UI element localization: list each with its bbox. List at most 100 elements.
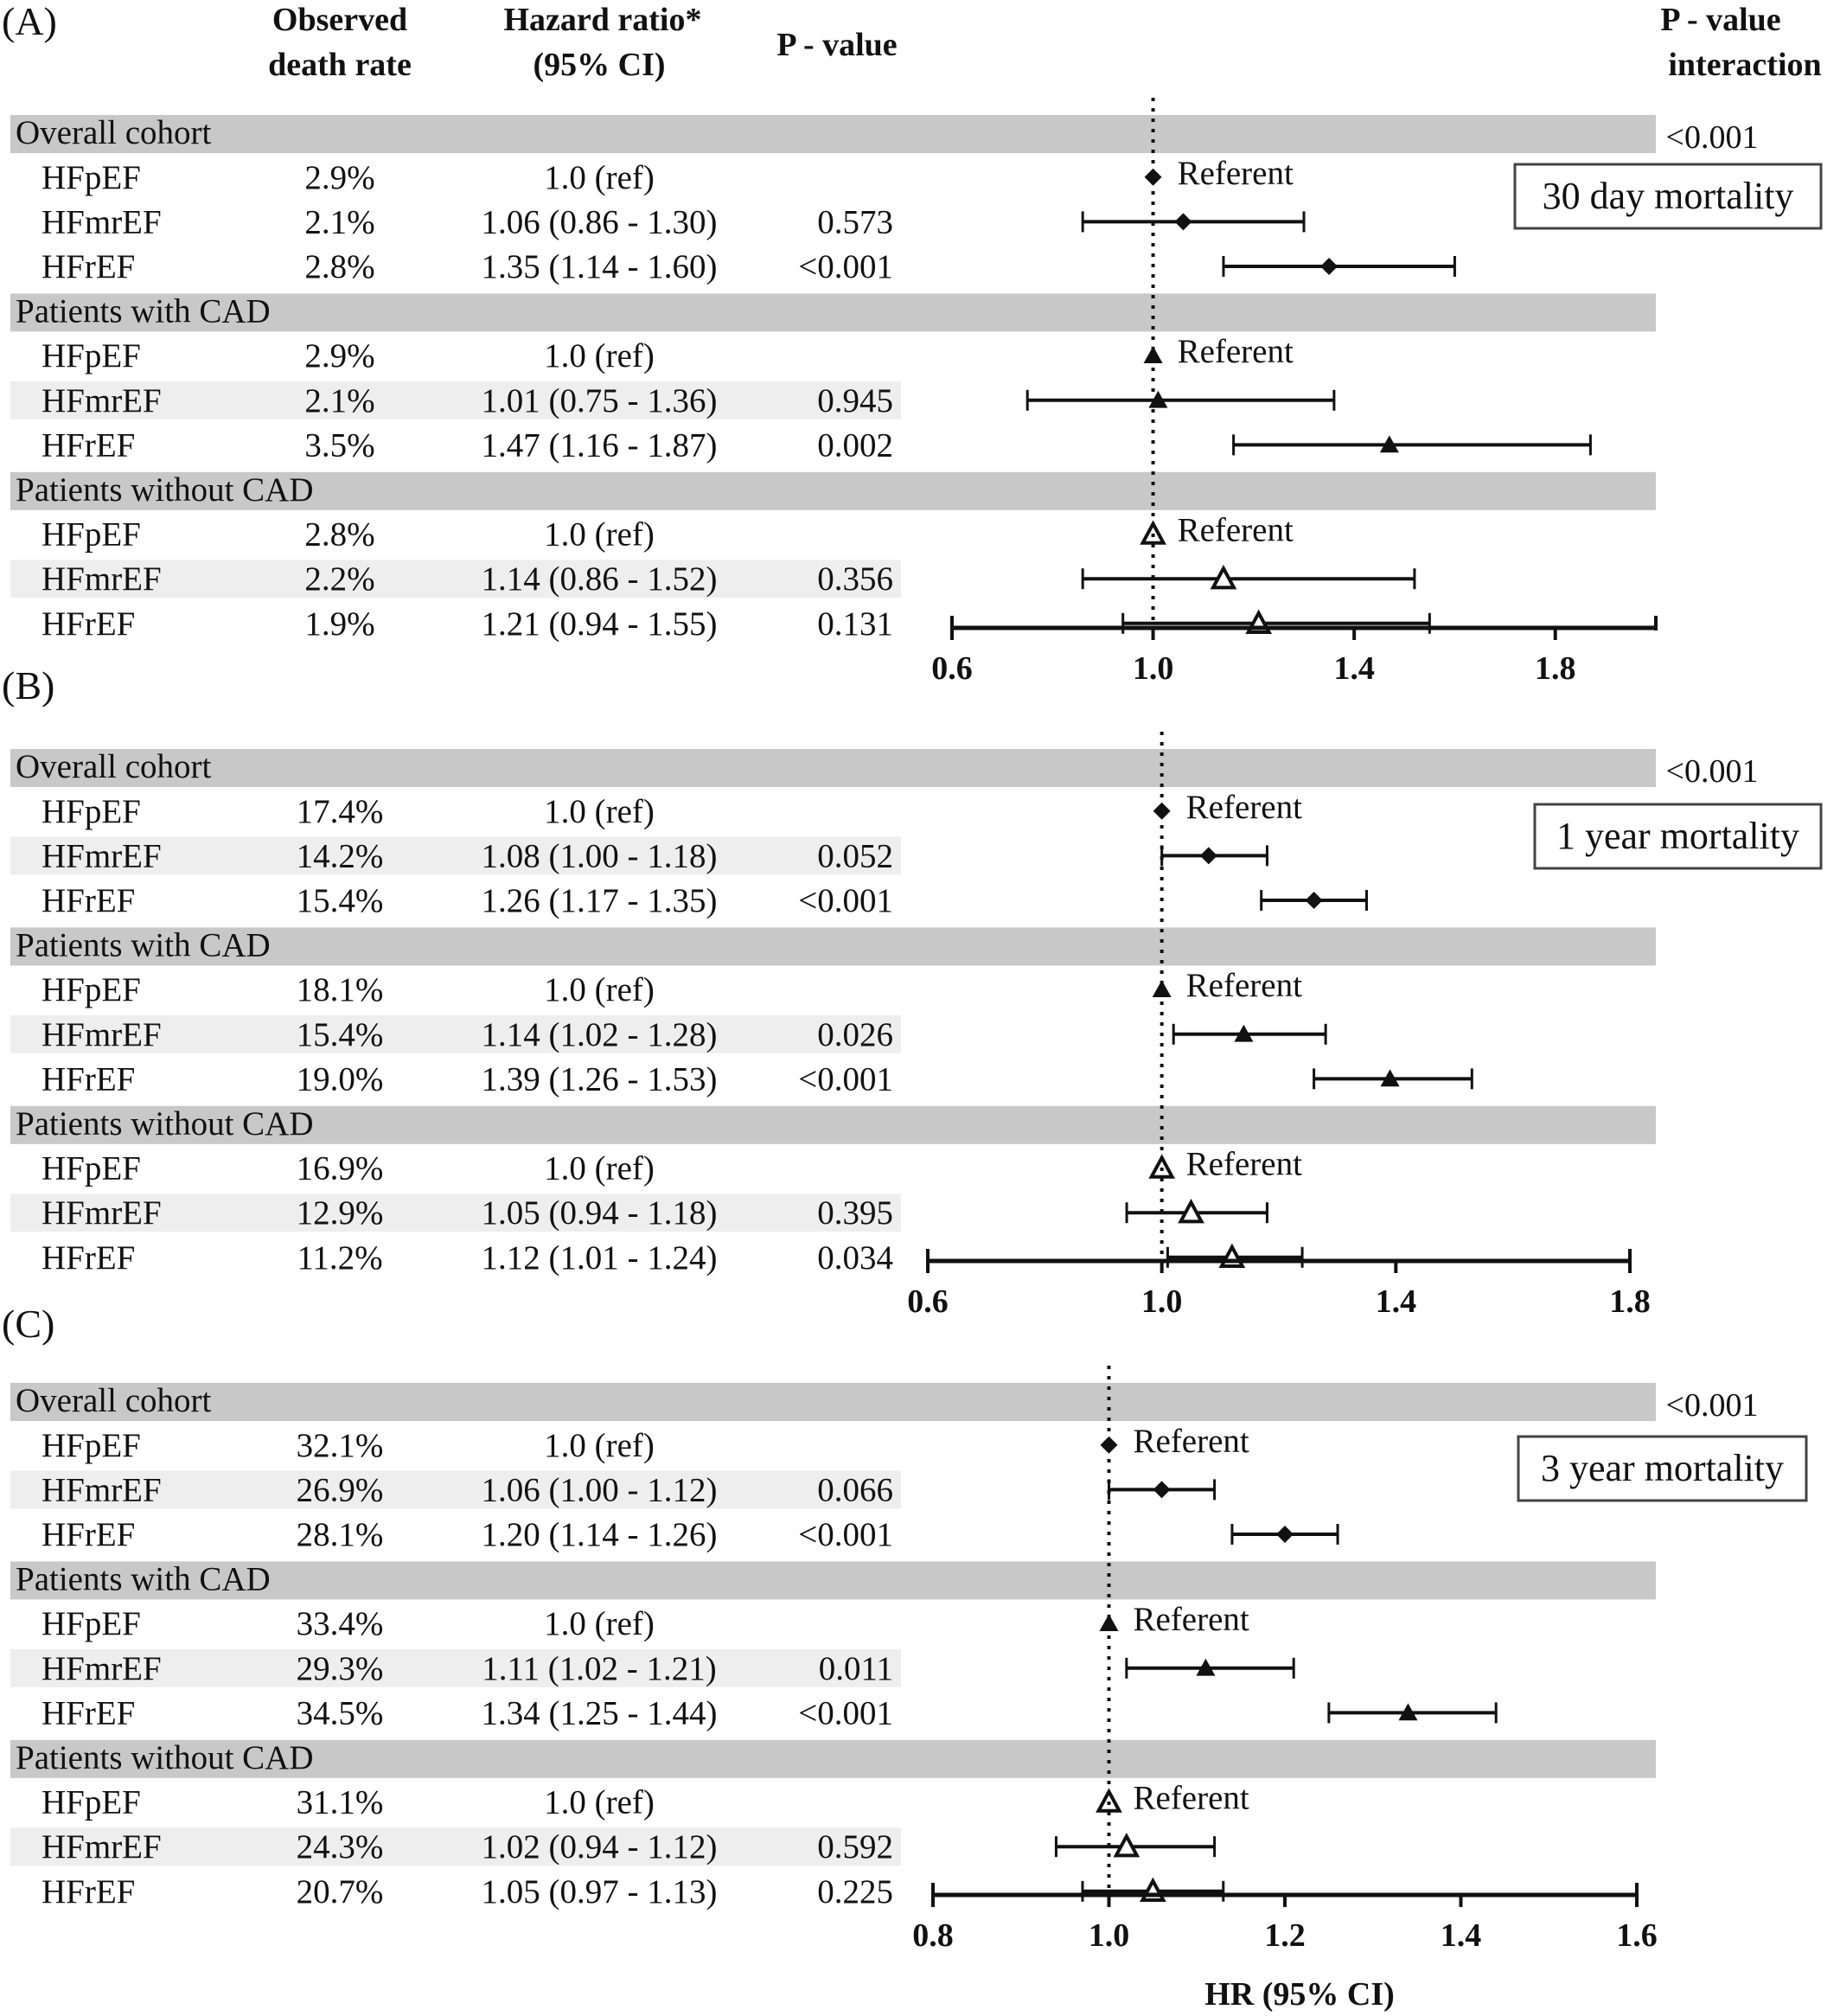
row-label: HFpEF [42, 159, 141, 196]
group-band [10, 1383, 1656, 1421]
mortality-box [1533, 803, 1823, 870]
row-label: HFrEF [42, 426, 135, 464]
row-label: HFmrEF [42, 1194, 162, 1232]
x-tick-label: 1.4 [1333, 650, 1375, 687]
hazard-ratio-text: 1.35 (1.14 - 1.60) [482, 248, 718, 285]
referent-label: Referent [1134, 1780, 1249, 1817]
group-label: Patients without CAD [16, 1739, 314, 1776]
p-value: 0.131 [817, 605, 893, 643]
panel-2: (B) Overall cohort HFpEF 17.4% 1.0 (ref) Refe… [2, 663, 1823, 1320]
panel-label: (B) [2, 663, 54, 707]
hazard-ratio-text: 1.0 (ref) [544, 1427, 655, 1464]
hazard-ratio-text: 1.02 (0.94 - 1.12) [482, 1828, 718, 1866]
referent-label: Referent [1178, 512, 1294, 549]
hazard-ratio-text: 1.06 (1.00 - 1.12) [482, 1471, 718, 1508]
column-headers: Observed death rate Hazard ratio* (95% C… [268, 2, 1821, 83]
hr-point-marker [1199, 847, 1217, 865]
observed-header-line2: death rate [268, 47, 412, 83]
row-label: HFpEF [42, 337, 141, 374]
hr-point-marker [1174, 213, 1192, 231]
p-interaction-value: <0.001 [1666, 119, 1759, 156]
death-rate: 12.9% [297, 1194, 384, 1232]
group-band [10, 1739, 1656, 1778]
group-band [10, 471, 1656, 510]
panel-1: (A) Overall cohort HFpEF 2.9% 1.0 (ref) Refer… [2, 0, 1823, 687]
death-rate: 20.7% [297, 1873, 384, 1910]
row-label: HFrEF [42, 1060, 135, 1098]
group-band [10, 293, 1656, 332]
hr-point-marker [1153, 1481, 1171, 1499]
row-shade [10, 1470, 901, 1509]
p-value: 0.066 [817, 1471, 893, 1508]
hr-point-marker [1196, 1658, 1216, 1676]
group-label: Patients without CAD [16, 471, 314, 509]
row-shade [10, 1014, 901, 1053]
forest-panels: (A) Overall cohort HFpEF 2.9% 1.0 (ref) Refer… [2, 0, 1823, 1954]
referent-label: Referent [1178, 333, 1294, 370]
death-rate: 1.9% [304, 605, 374, 643]
death-rate: 2.2% [304, 560, 374, 598]
x-tick-label: 1.8 [1535, 650, 1576, 687]
row-label: HFpEF [42, 1784, 141, 1821]
hazard-ratio-text: 1.20 (1.14 - 1.26) [482, 1516, 718, 1553]
death-rate: 2.1% [304, 382, 374, 419]
hr-point-marker [1099, 1614, 1119, 1631]
death-rate: 33.4% [297, 1605, 384, 1642]
row-label: HFrEF [42, 882, 135, 919]
hazard-ratio-text: 1.26 (1.17 - 1.35) [482, 882, 718, 919]
x-tick-label: 1.4 [1441, 1917, 1482, 1954]
hazard-ratio-text: 1.0 (ref) [544, 1150, 655, 1187]
hazard-ratio-text: 1.21 (0.94 - 1.55) [482, 605, 718, 643]
p-value: 0.945 [817, 382, 893, 419]
hr-point-marker [1178, 1198, 1204, 1224]
p-value: 0.592 [817, 1828, 893, 1866]
mortality-title: 1 year mortality [1556, 815, 1799, 857]
hr-point-marker [1140, 520, 1166, 545]
hr-point-marker [1398, 1703, 1418, 1721]
row-label: HFrEF [42, 1873, 135, 1910]
row-label: HFrEF [42, 248, 135, 285]
p-value: 0.395 [817, 1194, 893, 1232]
group-label: Patients without CAD [16, 1105, 314, 1142]
row-label: HFpEF [42, 971, 141, 1008]
death-rate: 16.9% [297, 1150, 384, 1187]
group-band [10, 749, 1656, 787]
death-rate: 2.8% [304, 248, 374, 285]
row-shade [10, 381, 901, 419]
hazard-ratio-text: 1.12 (1.01 - 1.24) [482, 1239, 718, 1277]
p-value: <0.001 [798, 1694, 893, 1731]
x-tick-label: 1.6 [1616, 1917, 1658, 1954]
hr-point-marker [1100, 1436, 1118, 1454]
group-band [10, 115, 1656, 153]
death-rate: 34.5% [297, 1694, 384, 1731]
hr-point-marker [1152, 980, 1172, 997]
panel-label: (A) [2, 0, 57, 43]
row-label: HFrEF [42, 1516, 135, 1553]
x-tick-label: 1.0 [1141, 1283, 1183, 1320]
death-rate: 18.1% [297, 971, 384, 1008]
hr-point-marker [1210, 564, 1237, 590]
death-rate: 28.1% [297, 1516, 384, 1553]
hr-point-marker [1144, 168, 1162, 186]
hr-point-marker [1234, 1024, 1254, 1042]
referent-label: Referent [1186, 967, 1302, 1004]
hr-point-marker [1305, 892, 1323, 909]
hr-point-marker [1096, 1788, 1122, 1813]
death-rate: 19.0% [297, 1060, 384, 1098]
p-value: <0.001 [798, 1516, 893, 1553]
x-tick-label: 1.4 [1376, 1283, 1417, 1320]
x-axis-label: HR (95% CI) [1204, 1976, 1395, 2013]
death-rate: 31.1% [297, 1784, 384, 1821]
death-rate: 29.3% [297, 1650, 384, 1687]
hr-point-marker [1276, 1526, 1294, 1543]
hazard-ratio-text: 1.11 (1.02 - 1.21) [482, 1650, 717, 1687]
hazard-ratio-text: 1.0 (ref) [544, 1784, 655, 1821]
referent-label: Referent [1186, 789, 1302, 826]
row-shade [10, 1194, 901, 1232]
row-label: HFrEF [42, 1239, 135, 1277]
pinteraction-header-line1: P - value [1660, 2, 1780, 38]
panel-label: (C) [2, 1302, 54, 1346]
death-rate: 2.1% [304, 203, 374, 240]
x-tick-label: 0.8 [912, 1917, 954, 1954]
